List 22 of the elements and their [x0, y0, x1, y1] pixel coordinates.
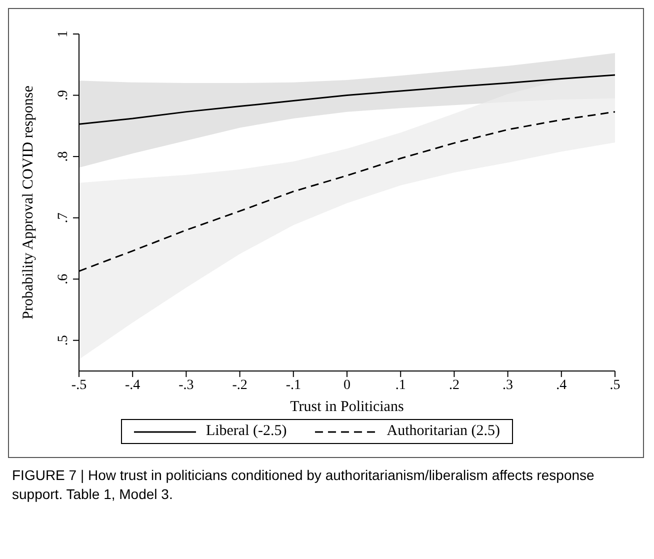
- x-tick-label: -.4: [125, 378, 140, 393]
- x-tick-label: -.3: [178, 378, 194, 393]
- x-tick-label: .2: [448, 378, 460, 393]
- legend-label: Liberal (-2.5): [206, 423, 287, 440]
- x-axis-title: Trust in Politicians: [290, 399, 404, 415]
- x-tick-label: -.1: [286, 378, 301, 393]
- x-tick-label: .3: [502, 378, 514, 393]
- y-tick-label: .7: [56, 212, 71, 224]
- y-tick-label: .6: [56, 274, 71, 284]
- x-tick-label: .5: [610, 378, 620, 393]
- x-tick-label: -.2: [232, 378, 248, 393]
- x-tick-label: -.5: [71, 378, 87, 393]
- legend-label: Authoritarian (2.5): [386, 423, 500, 440]
- y-tick-label: .8: [56, 151, 71, 162]
- x-tick-label: .1: [395, 378, 406, 393]
- caption: FIGURE 7 | How trust in politicians conditioned by authoritarianism/liberalism affects response support. Table 1, Model 3.: [12, 466, 596, 504]
- y-tick-label: 1: [56, 30, 71, 38]
- x-tick-label: 0: [344, 378, 350, 393]
- y-tick-label: .9: [56, 90, 71, 101]
- x-tick-label: .4: [556, 378, 567, 393]
- y-tick-label: .5: [56, 335, 71, 346]
- y-axis-title: Probability Approval COVID response: [20, 85, 36, 320]
